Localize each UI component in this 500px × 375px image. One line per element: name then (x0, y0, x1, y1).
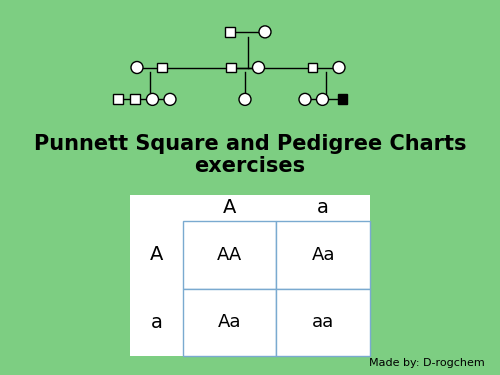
Bar (157, 63, 167, 72)
Bar (183, 288, 276, 356)
Ellipse shape (333, 62, 345, 74)
Bar (183, 221, 276, 288)
Ellipse shape (164, 93, 176, 105)
Text: a: a (318, 198, 329, 217)
Text: A: A (150, 245, 163, 264)
Text: aa: aa (312, 314, 334, 332)
Text: Aa: Aa (218, 314, 242, 332)
Bar (225, 27, 235, 37)
Text: Aa: Aa (312, 246, 335, 264)
Ellipse shape (239, 93, 251, 105)
Text: AA: AA (217, 246, 242, 264)
Ellipse shape (259, 26, 271, 38)
Ellipse shape (316, 93, 328, 105)
Text: Made by: D-rogchem: Made by: D-rogchem (369, 357, 485, 368)
Ellipse shape (131, 62, 143, 74)
Bar (113, 94, 123, 104)
Bar (338, 94, 347, 104)
Bar (130, 94, 140, 104)
Bar (276, 288, 370, 356)
Ellipse shape (146, 93, 158, 105)
Text: a: a (150, 313, 162, 332)
Text: exercises: exercises (194, 156, 306, 176)
Text: Punnett Square and Pedigree Charts: Punnett Square and Pedigree Charts (34, 134, 466, 154)
Bar (276, 221, 370, 288)
Bar (130, 195, 370, 356)
Ellipse shape (252, 62, 264, 74)
Ellipse shape (299, 93, 311, 105)
Bar (226, 63, 236, 72)
Text: A: A (223, 198, 236, 217)
Bar (308, 63, 318, 72)
